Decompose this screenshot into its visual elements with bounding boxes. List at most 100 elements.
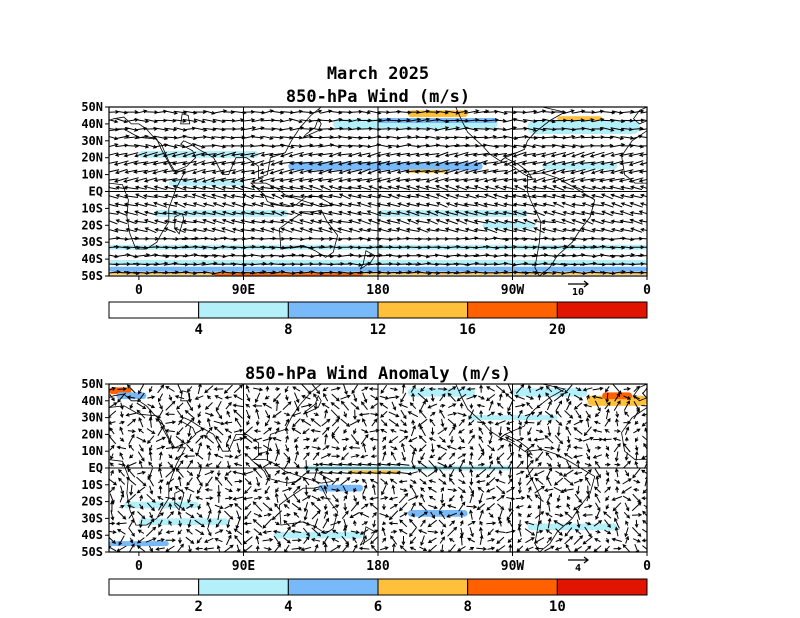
shaded-region xyxy=(288,161,483,171)
wind-vector xyxy=(503,168,517,175)
wind-vector xyxy=(604,401,611,410)
wind-vector xyxy=(196,468,202,479)
wind-vector xyxy=(137,529,145,534)
wind-vector xyxy=(367,168,381,175)
latitude-tick-label: 10N xyxy=(81,168,103,182)
wind-vector xyxy=(487,528,494,536)
wind-vector xyxy=(615,411,620,419)
wind-vector xyxy=(639,202,647,206)
wind-vector xyxy=(182,178,196,183)
wind-vector xyxy=(202,227,215,233)
wind-vector xyxy=(611,496,623,501)
wind-vector xyxy=(226,460,231,470)
wind-vector xyxy=(358,237,372,242)
wind-vector xyxy=(553,520,564,527)
wind-vector xyxy=(533,437,545,442)
wind-vector xyxy=(166,511,175,519)
wind-vector xyxy=(396,462,410,467)
wind-vector xyxy=(205,462,213,467)
wind-vector xyxy=(321,418,331,427)
wind-vector xyxy=(212,202,225,208)
wind-vector xyxy=(283,537,291,544)
wind-vector xyxy=(284,412,291,417)
wind-vector xyxy=(401,535,406,546)
wind-vector xyxy=(408,436,418,443)
wind-vector xyxy=(448,462,456,468)
latitude-tick-label: 20N xyxy=(81,427,103,441)
wind-vector xyxy=(156,538,166,542)
latitude-tick-label: 50N xyxy=(81,100,103,114)
wind-vector xyxy=(109,119,119,124)
wind-vector xyxy=(496,485,506,495)
wind-vector xyxy=(301,384,312,395)
wind-vector xyxy=(388,418,400,427)
wind-vector xyxy=(604,519,611,529)
wind-vector xyxy=(233,437,244,442)
wind-vector xyxy=(581,202,594,208)
wind-vector xyxy=(465,193,477,199)
wind-vector xyxy=(555,470,564,476)
wind-vector xyxy=(390,387,399,392)
wind-vector xyxy=(419,478,427,485)
wind-vector xyxy=(353,495,357,503)
wind-vector xyxy=(466,387,476,392)
wind-vector xyxy=(269,185,284,190)
wind-vector xyxy=(163,185,176,190)
wind-vector xyxy=(545,392,553,402)
wind-vector xyxy=(561,218,576,225)
wind-vector xyxy=(338,462,352,467)
wind-vector xyxy=(582,513,593,518)
wind-vector xyxy=(605,495,610,502)
wind-vector xyxy=(594,538,601,543)
wind-vector xyxy=(119,426,124,435)
wind-vector xyxy=(418,409,427,419)
wind-vector xyxy=(225,401,232,410)
wind-vector xyxy=(142,169,158,175)
wind-vector xyxy=(312,384,321,395)
wind-vector xyxy=(244,478,252,486)
wind-vector xyxy=(181,219,197,224)
wind-vector xyxy=(172,184,187,191)
longitude-tick-label: 90W xyxy=(501,559,525,574)
wind-vector xyxy=(583,426,592,437)
wind-vector xyxy=(531,152,547,158)
wind-vector xyxy=(628,160,644,167)
wind-vector xyxy=(379,395,390,400)
wind-vector xyxy=(152,160,168,166)
latitude-tick-label: 50S xyxy=(81,545,103,559)
wind-vector xyxy=(273,462,280,467)
wind-vector xyxy=(175,467,184,478)
wind-vector xyxy=(468,409,475,420)
wind-vector xyxy=(633,487,640,492)
colorbar-segment xyxy=(287,578,379,596)
wind-vector xyxy=(614,467,619,478)
wind-vector xyxy=(343,411,347,418)
wind-vector xyxy=(495,118,507,123)
wind-vector xyxy=(447,411,458,416)
wind-vector xyxy=(517,425,522,436)
wind-vector xyxy=(579,168,596,175)
wind-vector xyxy=(595,529,601,534)
wind-vector xyxy=(469,478,474,486)
wind-vector xyxy=(557,461,561,469)
wind-vector xyxy=(438,478,447,485)
wind-vector xyxy=(110,500,114,512)
wind-vector xyxy=(129,537,134,544)
wind-vector xyxy=(114,134,130,140)
wind-vector xyxy=(604,462,611,467)
wind-vector xyxy=(457,412,467,417)
wind-vector xyxy=(280,151,293,158)
wind-vector xyxy=(338,210,352,216)
wind-vector xyxy=(447,526,458,537)
wind-vector xyxy=(586,443,591,454)
wind-vector xyxy=(415,193,430,199)
wind-vector xyxy=(162,151,178,158)
wind-vector xyxy=(113,177,129,183)
wind-vector xyxy=(594,411,601,418)
wind-vector xyxy=(533,109,547,114)
wind-vector xyxy=(428,479,436,484)
wind-vector xyxy=(368,185,380,191)
wind-vector xyxy=(411,419,416,425)
wind-vector xyxy=(284,394,289,401)
wind-vector xyxy=(337,219,352,224)
